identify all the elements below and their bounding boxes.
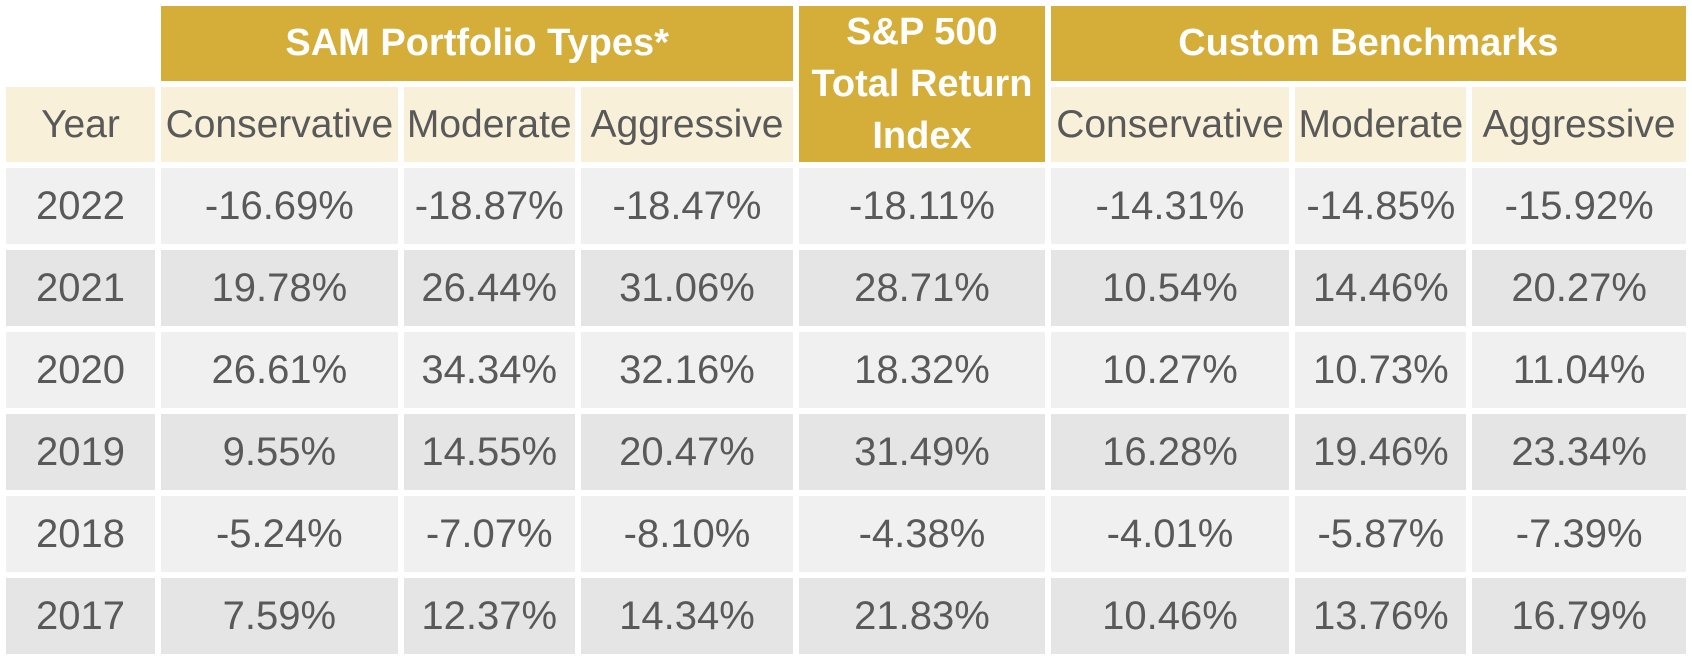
sam-moderate-cell: 34.34% — [403, 332, 575, 408]
sp500-header: S&P 500 Total Return Index — [799, 6, 1045, 162]
sam-aggressive-cell: -8.10% — [580, 496, 794, 572]
table-row: 2021 19.78% 26.44% 31.06% 28.71% 10.54% … — [6, 250, 1686, 326]
sam-conservative-cell: -16.69% — [160, 168, 398, 244]
custom-conservative-cell: 16.28% — [1050, 414, 1290, 490]
sam-moderate-cell: -18.87% — [403, 168, 575, 244]
custom-conservative-cell: -14.31% — [1050, 168, 1290, 244]
custom-moderate-cell: -5.87% — [1295, 496, 1467, 572]
custom-moderate-cell: 14.46% — [1295, 250, 1467, 326]
sam-moderate-cell: 14.55% — [403, 414, 575, 490]
sam-aggressive-header: Aggressive — [580, 87, 794, 162]
table-row: 2022 -16.69% -18.87% -18.47% -18.11% -14… — [6, 168, 1686, 244]
sam-conservative-cell: -5.24% — [160, 496, 398, 572]
sam-aggressive-cell: 31.06% — [580, 250, 794, 326]
sp500-cell: 18.32% — [799, 332, 1045, 408]
sam-portfolio-types-header: SAM Portfolio Types* — [160, 6, 794, 81]
year-cell: 2019 — [6, 414, 155, 490]
sam-conservative-header: Conservative — [160, 87, 398, 162]
sp500-cell: 28.71% — [799, 250, 1045, 326]
sam-aggressive-cell: -18.47% — [580, 168, 794, 244]
sam-conservative-cell: 9.55% — [160, 414, 398, 490]
custom-moderate-cell: 19.46% — [1295, 414, 1467, 490]
sam-conservative-cell: 7.59% — [160, 578, 398, 654]
year-cell: 2018 — [6, 496, 155, 572]
sam-aggressive-cell: 20.47% — [580, 414, 794, 490]
custom-aggressive-header: Aggressive — [1472, 87, 1686, 162]
year-cell: 2020 — [6, 332, 155, 408]
corner-blank — [6, 6, 155, 81]
sp500-cell: -18.11% — [799, 168, 1045, 244]
sam-aggressive-cell: 32.16% — [580, 332, 794, 408]
sam-conservative-cell: 26.61% — [160, 332, 398, 408]
custom-conservative-cell: -4.01% — [1050, 496, 1290, 572]
custom-aggressive-cell: 23.34% — [1472, 414, 1686, 490]
sam-conservative-cell: 19.78% — [160, 250, 398, 326]
year-cell: 2021 — [6, 250, 155, 326]
sp500-header-line2: Total Return — [811, 63, 1033, 105]
custom-conservative-cell: 10.27% — [1050, 332, 1290, 408]
table-row: 2019 9.55% 14.55% 20.47% 31.49% 16.28% 1… — [6, 414, 1686, 490]
custom-moderate-header: Moderate — [1295, 87, 1467, 162]
custom-aggressive-cell: 16.79% — [1472, 578, 1686, 654]
year-cell: 2017 — [6, 578, 155, 654]
sam-moderate-cell: -7.07% — [403, 496, 575, 572]
custom-moderate-cell: 10.73% — [1295, 332, 1467, 408]
table-row: 2017 7.59% 12.37% 14.34% 21.83% 10.46% 1… — [6, 578, 1686, 654]
custom-aggressive-cell: -7.39% — [1472, 496, 1686, 572]
sp500-header-line1: S&P 500 — [846, 11, 998, 53]
sp500-cell: -4.38% — [799, 496, 1045, 572]
custom-aggressive-cell: 11.04% — [1472, 332, 1686, 408]
custom-benchmarks-header: Custom Benchmarks — [1050, 6, 1686, 81]
year-cell: 2022 — [6, 168, 155, 244]
custom-conservative-header: Conservative — [1050, 87, 1290, 162]
custom-aggressive-cell: 20.27% — [1472, 250, 1686, 326]
year-header: Year — [6, 87, 155, 162]
sam-moderate-cell: 26.44% — [403, 250, 575, 326]
sam-moderate-header: Moderate — [403, 87, 575, 162]
sp500-cell: 31.49% — [799, 414, 1045, 490]
custom-conservative-cell: 10.46% — [1050, 578, 1290, 654]
sp500-header-line3: Index — [872, 115, 972, 157]
custom-conservative-cell: 10.54% — [1050, 250, 1290, 326]
custom-aggressive-cell: -15.92% — [1472, 168, 1686, 244]
sam-aggressive-cell: 14.34% — [580, 578, 794, 654]
table-row: 2020 26.61% 34.34% 32.16% 18.32% 10.27% … — [6, 332, 1686, 408]
sam-moderate-cell: 12.37% — [403, 578, 575, 654]
custom-moderate-cell: -14.85% — [1295, 168, 1467, 244]
custom-moderate-cell: 13.76% — [1295, 578, 1467, 654]
sp500-cell: 21.83% — [799, 578, 1045, 654]
table-row: 2018 -5.24% -7.07% -8.10% -4.38% -4.01% … — [6, 496, 1686, 572]
